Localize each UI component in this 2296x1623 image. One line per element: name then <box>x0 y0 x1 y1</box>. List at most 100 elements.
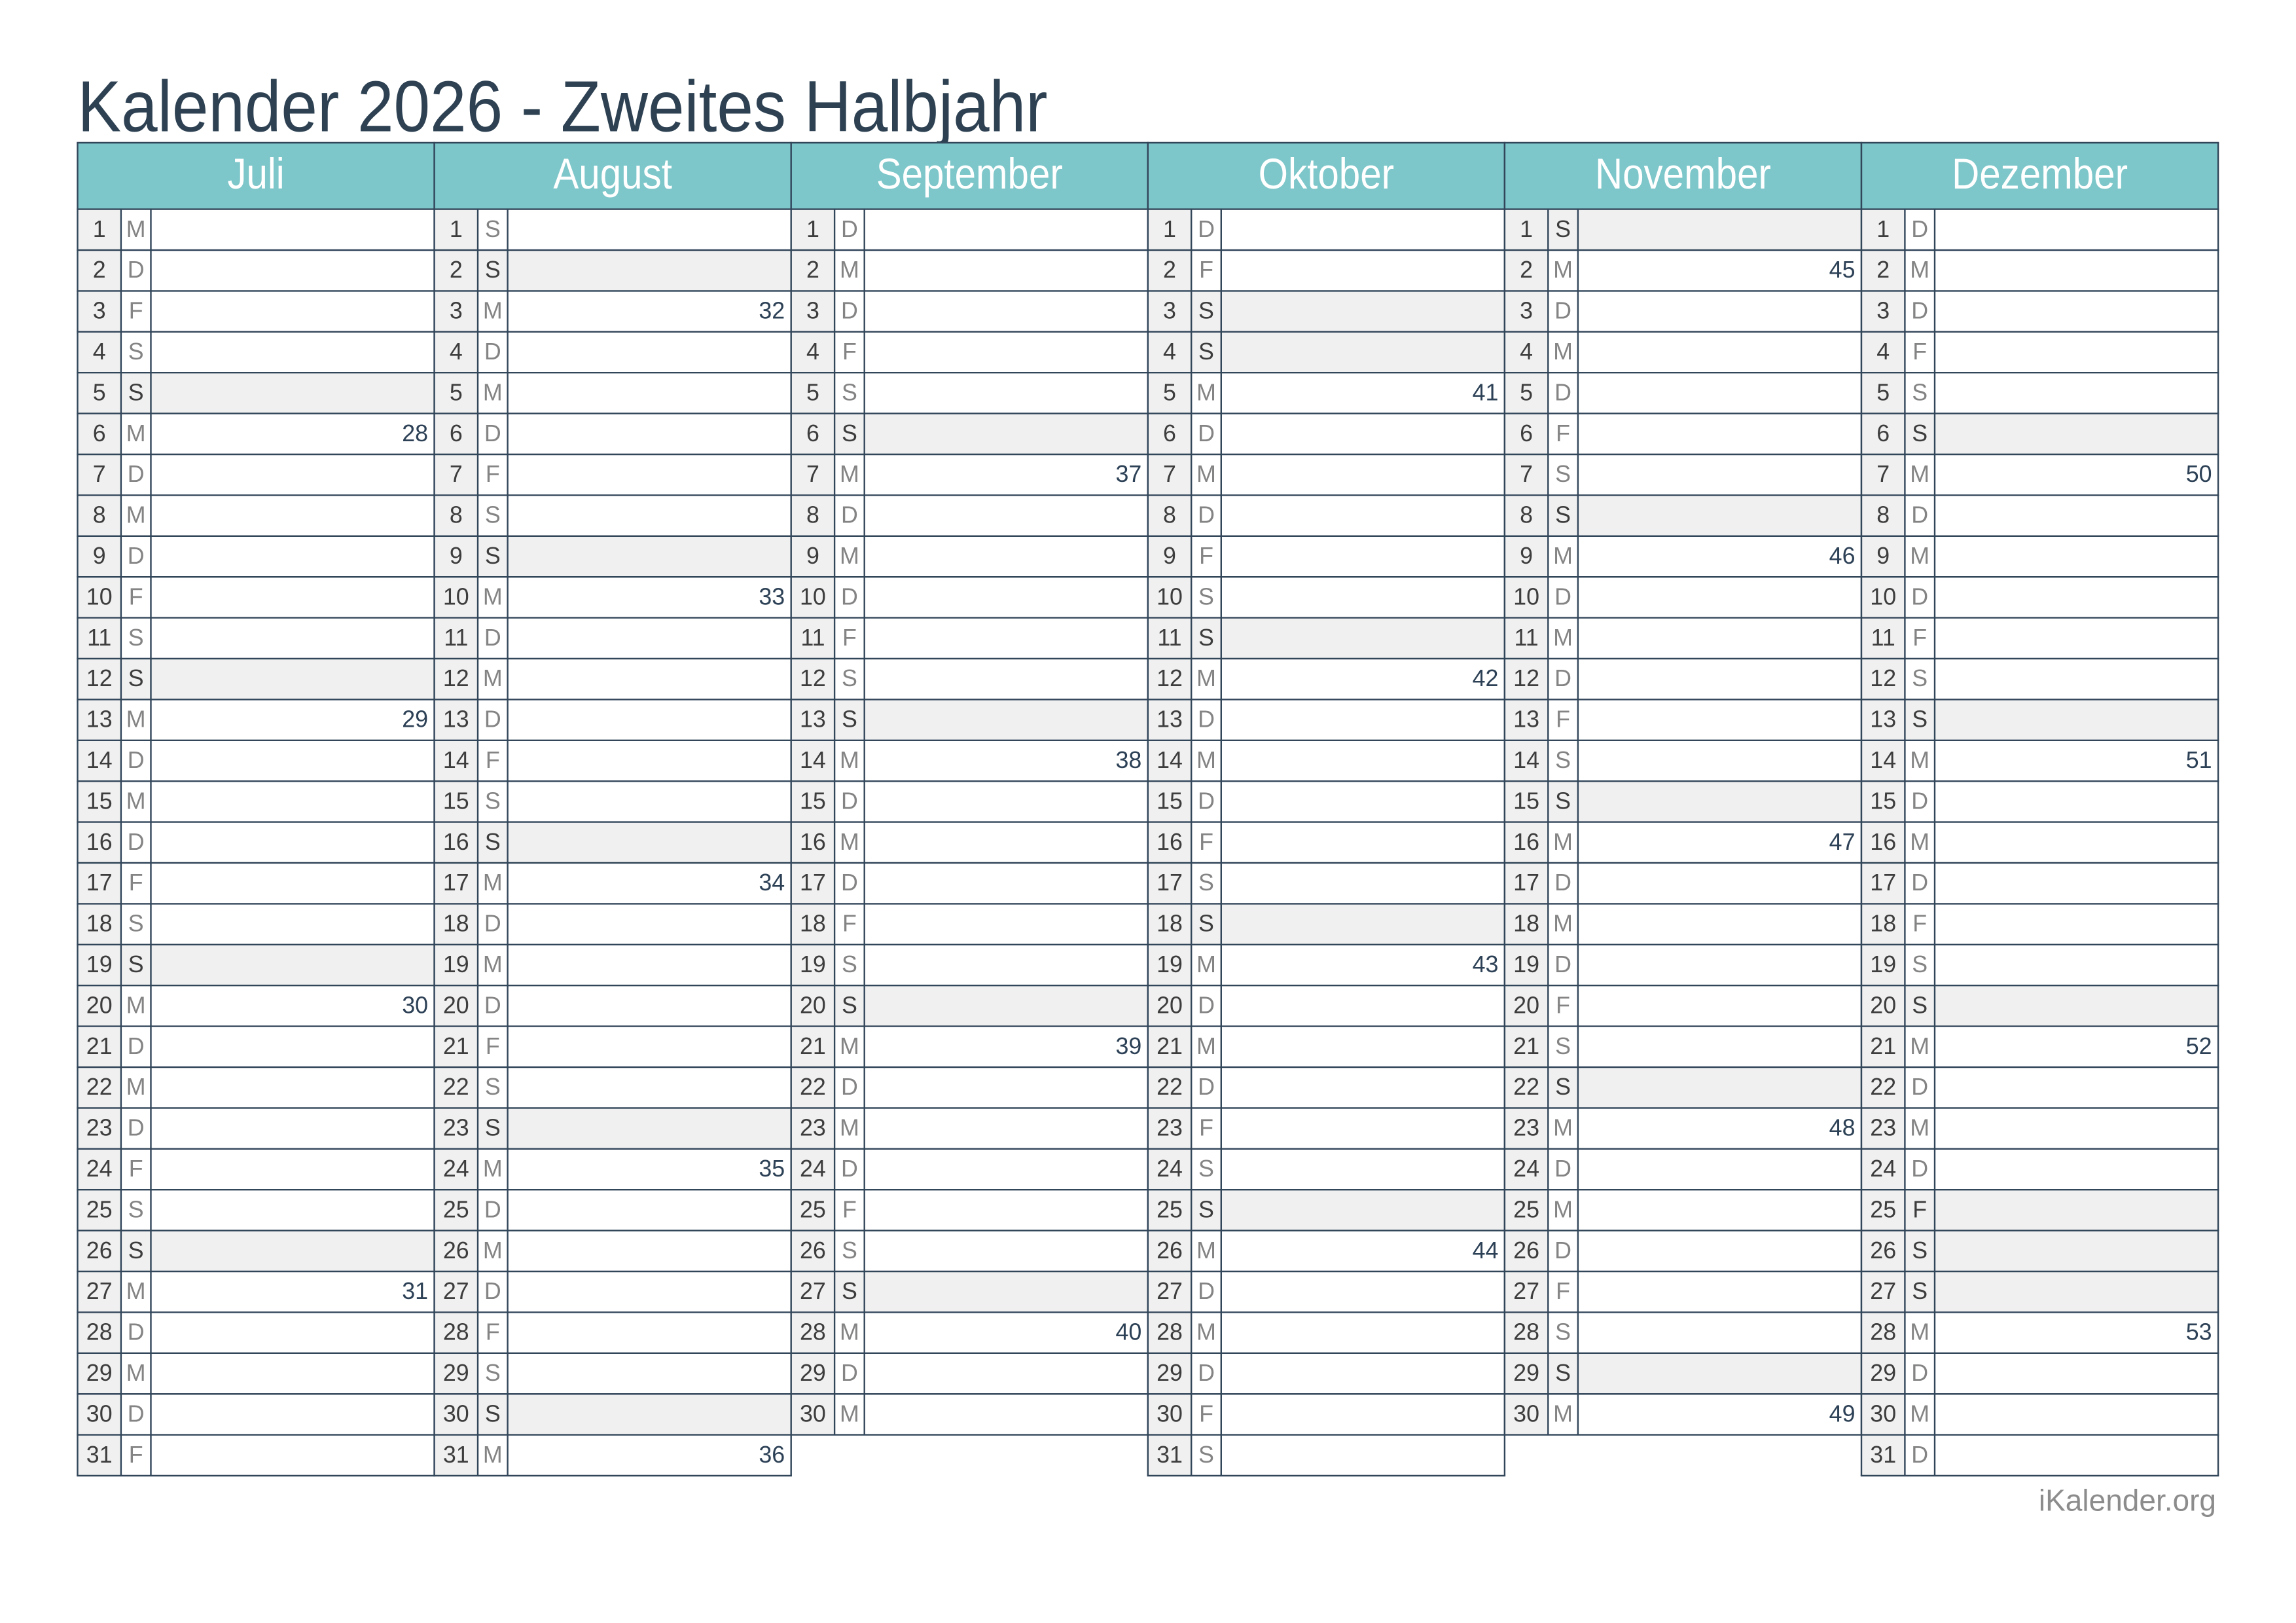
svg-text:23: 23 <box>443 1115 469 1141</box>
svg-text:S: S <box>1912 706 1928 733</box>
svg-text:M: M <box>126 992 146 1018</box>
svg-text:M: M <box>483 298 503 324</box>
svg-text:M: M <box>1910 1319 1929 1345</box>
svg-text:1: 1 <box>1163 216 1176 242</box>
svg-text:S: S <box>842 1237 857 1264</box>
svg-text:S: S <box>1555 1319 1571 1345</box>
svg-text:S: S <box>485 1074 501 1100</box>
svg-text:M: M <box>840 747 859 773</box>
svg-text:S: S <box>1912 1237 1928 1264</box>
svg-text:31: 31 <box>1870 1442 1896 1468</box>
svg-text:29: 29 <box>800 1360 826 1386</box>
svg-text:25: 25 <box>800 1196 826 1222</box>
svg-text:4: 4 <box>450 338 463 365</box>
svg-text:S: S <box>485 788 501 814</box>
svg-text:M: M <box>483 1237 503 1264</box>
svg-text:M: M <box>1910 747 1929 773</box>
svg-text:S: S <box>1198 298 1214 324</box>
svg-text:S: S <box>128 1237 144 1264</box>
svg-text:November: November <box>1595 150 1771 198</box>
svg-text:D: D <box>1198 992 1215 1018</box>
svg-text:F: F <box>1912 1196 1927 1222</box>
svg-text:5: 5 <box>93 379 106 405</box>
svg-text:M: M <box>840 461 859 487</box>
svg-text:28: 28 <box>1870 1319 1896 1345</box>
svg-text:23: 23 <box>1870 1115 1896 1141</box>
svg-text:S: S <box>1555 216 1571 242</box>
svg-text:13: 13 <box>1157 706 1183 733</box>
svg-text:M: M <box>1910 1033 1929 1059</box>
svg-text:S: S <box>1555 461 1571 487</box>
svg-text:D: D <box>1911 1074 1928 1100</box>
svg-text:M: M <box>483 1156 503 1182</box>
svg-text:Kalender 2026 - Zweites Halbja: Kalender 2026 - Zweites Halbjahr <box>78 67 1048 147</box>
svg-text:22: 22 <box>443 1074 469 1100</box>
svg-text:M: M <box>1553 543 1573 569</box>
svg-text:52: 52 <box>2186 1033 2212 1059</box>
svg-text:D: D <box>484 420 501 447</box>
svg-text:27: 27 <box>443 1278 469 1304</box>
svg-text:S: S <box>128 911 144 937</box>
svg-text:M: M <box>126 788 146 814</box>
svg-text:11: 11 <box>1157 625 1181 651</box>
svg-text:29: 29 <box>1513 1360 1539 1386</box>
svg-text:D: D <box>1554 583 1571 610</box>
svg-text:S: S <box>842 1278 857 1304</box>
svg-text:21: 21 <box>1870 1033 1896 1059</box>
svg-text:1: 1 <box>1876 216 1890 242</box>
svg-text:D: D <box>1911 216 1928 242</box>
svg-text:M: M <box>1553 1196 1573 1222</box>
svg-text:23: 23 <box>86 1115 113 1141</box>
svg-text:M: M <box>840 257 859 283</box>
svg-text:iKalender.org: iKalender.org <box>2039 1484 2216 1518</box>
svg-text:28: 28 <box>402 420 428 447</box>
svg-text:September: September <box>876 150 1063 198</box>
svg-text:8: 8 <box>1520 502 1533 528</box>
svg-text:6: 6 <box>93 420 106 447</box>
svg-text:15: 15 <box>1157 788 1183 814</box>
svg-text:M: M <box>1553 338 1573 365</box>
svg-text:M: M <box>126 706 146 733</box>
svg-text:23: 23 <box>1513 1115 1539 1141</box>
svg-text:20: 20 <box>800 992 826 1018</box>
svg-text:M: M <box>840 543 859 569</box>
svg-text:30: 30 <box>1513 1400 1539 1427</box>
svg-text:9: 9 <box>1163 543 1176 569</box>
svg-text:S: S <box>1912 1278 1928 1304</box>
svg-text:13: 13 <box>1513 706 1539 733</box>
svg-text:7: 7 <box>450 461 463 487</box>
svg-text:S: S <box>1555 1033 1571 1059</box>
svg-text:10: 10 <box>1870 583 1896 610</box>
svg-text:D: D <box>1554 869 1571 896</box>
svg-text:D: D <box>841 1074 858 1100</box>
svg-text:M: M <box>840 1319 859 1345</box>
svg-text:30: 30 <box>443 1400 469 1427</box>
svg-text:18: 18 <box>1870 911 1896 937</box>
svg-text:21: 21 <box>800 1033 826 1059</box>
svg-text:16: 16 <box>86 829 113 855</box>
svg-text:F: F <box>486 461 500 487</box>
svg-text:28: 28 <box>800 1319 826 1345</box>
svg-text:D: D <box>484 992 501 1018</box>
svg-text:24: 24 <box>800 1156 826 1182</box>
svg-text:M: M <box>483 379 503 405</box>
svg-text:37: 37 <box>1115 461 1141 487</box>
svg-text:20: 20 <box>1870 992 1896 1018</box>
svg-text:24: 24 <box>1870 1156 1896 1182</box>
svg-text:M: M <box>483 951 503 977</box>
svg-text:21: 21 <box>1157 1033 1183 1059</box>
svg-text:S: S <box>485 1400 501 1427</box>
svg-text:19: 19 <box>1513 951 1539 977</box>
svg-text:4: 4 <box>1163 338 1176 365</box>
svg-text:1: 1 <box>93 216 106 242</box>
svg-text:F: F <box>486 1033 500 1059</box>
svg-text:10: 10 <box>800 583 826 610</box>
svg-text:D: D <box>1198 502 1215 528</box>
svg-text:18: 18 <box>1513 911 1539 937</box>
svg-text:14: 14 <box>1157 747 1183 773</box>
svg-text:24: 24 <box>443 1156 469 1182</box>
svg-text:8: 8 <box>93 502 106 528</box>
svg-text:14: 14 <box>1870 747 1896 773</box>
svg-text:2: 2 <box>1163 257 1176 283</box>
svg-text:12: 12 <box>1157 665 1183 691</box>
